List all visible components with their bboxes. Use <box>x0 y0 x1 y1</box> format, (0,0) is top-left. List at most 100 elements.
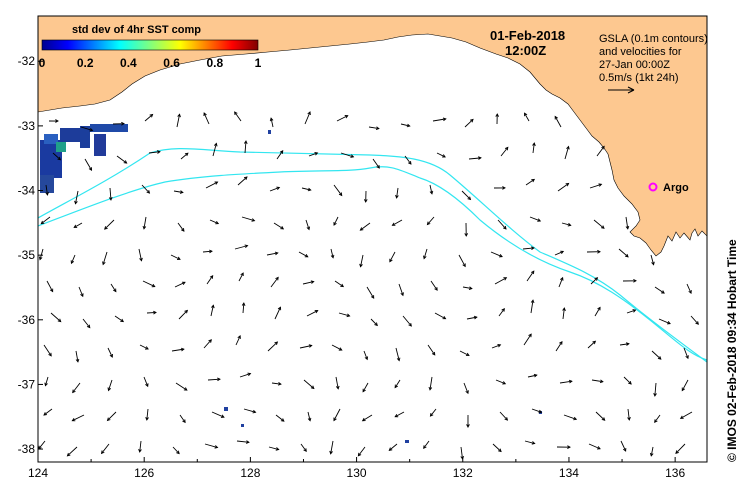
velocity-arrow <box>80 126 93 131</box>
velocity-arrow <box>268 446 279 450</box>
velocity-arrow-head <box>74 200 78 205</box>
velocity-arrow-head <box>73 224 78 228</box>
velocity-arrow <box>462 286 472 290</box>
velocity-arrow-head <box>109 353 113 358</box>
velocity-arrow <box>75 350 79 362</box>
velocity-arrow-head <box>247 372 252 377</box>
velocity-arrow <box>271 382 281 385</box>
velocity-arrow-head <box>679 415 684 419</box>
velocity-arrow <box>301 187 311 191</box>
velocity-arrow <box>559 380 572 384</box>
velocity-arrow-head <box>38 256 43 261</box>
velocity-arrow <box>429 376 433 390</box>
velocity-arrow-head <box>568 379 573 384</box>
velocity-arrow-head <box>213 142 218 147</box>
velocity-arrow-head <box>688 290 692 294</box>
velocity-arrow <box>43 344 52 357</box>
velocity-arrow <box>308 152 318 157</box>
velocity-arrow-head <box>681 387 686 392</box>
velocity-arrow <box>494 277 507 285</box>
legend-line-2: and velocities for <box>599 46 682 58</box>
velocity-arrow <box>333 184 343 196</box>
velocity-arrow-head <box>567 222 572 227</box>
velocity-arrow-head <box>340 283 345 288</box>
velocity-arrow <box>71 254 76 264</box>
velocity-arrow-head <box>276 186 281 191</box>
velocity-arrow-head <box>524 112 528 117</box>
velocity-arrow-head <box>503 225 507 230</box>
velocity-arrow <box>303 379 315 389</box>
velocity-arrows <box>38 111 699 460</box>
velocity-arrow-head <box>468 286 473 290</box>
velocity-arrow <box>234 111 242 122</box>
velocity-arrow <box>50 312 62 322</box>
velocity-arrow-head <box>43 412 48 416</box>
velocity-arrow <box>211 411 225 418</box>
velocity-arrow-head <box>400 292 404 297</box>
velocity-arrow-head <box>75 358 80 363</box>
velocity-arrow-head <box>244 244 249 249</box>
velocity-arrow <box>423 440 430 449</box>
velocity-arrow <box>589 183 602 189</box>
velocity-arrow <box>235 335 241 346</box>
velocity-arrow-head <box>234 111 238 116</box>
legend-line-1: GSLA (0.1m contours) <box>599 33 708 45</box>
velocity-arrow-head <box>408 161 412 165</box>
velocity-arrow-head <box>156 150 161 154</box>
velocity-arrow <box>458 254 466 267</box>
velocity-arrow <box>330 440 334 454</box>
velocity-arrow <box>497 219 507 230</box>
velocity-arrow-head <box>531 178 536 183</box>
velocity-arrow-head <box>277 382 282 386</box>
velocity-arrow <box>234 245 248 250</box>
velocity-arrow <box>499 411 508 421</box>
argo-float-marker: Argo <box>648 182 689 194</box>
velocity-arrow <box>270 118 274 128</box>
legend-line-4: 0.5m/s (1kt 24h) <box>599 72 678 84</box>
velocity-arrow <box>141 184 150 194</box>
land-australia <box>38 16 707 257</box>
velocity-arrow-head <box>429 413 434 417</box>
velocity-arrow-head <box>275 447 280 451</box>
legend-line-3: 27-Jan 00:00Z <box>599 59 670 71</box>
velocity-arrow-head <box>467 196 472 201</box>
velocity-arrow <box>392 219 403 226</box>
y-tick-label: -33 <box>18 119 36 133</box>
velocity-arrow-head <box>532 142 536 147</box>
velocity-arrow-head <box>55 119 59 123</box>
velocity-arrow-head <box>633 278 637 283</box>
velocity-arrow <box>468 157 481 160</box>
x-tick-label: 132 <box>453 466 473 480</box>
velocity-arrow-head <box>145 416 149 421</box>
velocity-arrow-head <box>597 306 601 311</box>
velocity-arrow-head <box>108 197 113 201</box>
velocity-arrow <box>44 376 49 386</box>
velocity-arrow <box>173 190 183 193</box>
velocity-arrow-head <box>88 167 93 172</box>
y-tick-label: -34 <box>18 184 36 198</box>
velocity-arrow <box>358 446 366 457</box>
velocity-arrow-head <box>530 299 535 304</box>
velocity-arrow-head <box>657 356 662 360</box>
velocity-arrow <box>206 275 214 285</box>
velocity-arrow-head <box>241 302 246 306</box>
velocity-arrow-head <box>214 181 219 185</box>
velocity-arrow <box>78 286 84 297</box>
velocity-arrow <box>144 114 153 122</box>
velocity-arrow <box>104 219 115 230</box>
velocity-arrow-head <box>269 117 274 122</box>
velocity-arrow <box>138 248 142 261</box>
velocity-arrow <box>205 181 218 189</box>
velocity-arrow <box>400 123 410 127</box>
velocity-arrow <box>651 350 662 360</box>
velocity-arrow <box>299 345 312 349</box>
velocity-arrow-head <box>531 441 536 445</box>
velocity-arrow <box>564 146 569 160</box>
velocity-arrow <box>143 216 147 229</box>
velocity-arrow <box>555 341 563 352</box>
colorbar-title: std dev of 4hr SST comp <box>72 24 201 36</box>
velocity-arrow <box>305 219 310 230</box>
velocity-arrow <box>388 443 398 451</box>
velocity-arrow-head <box>280 226 285 230</box>
velocity-arrow-head <box>601 417 606 421</box>
